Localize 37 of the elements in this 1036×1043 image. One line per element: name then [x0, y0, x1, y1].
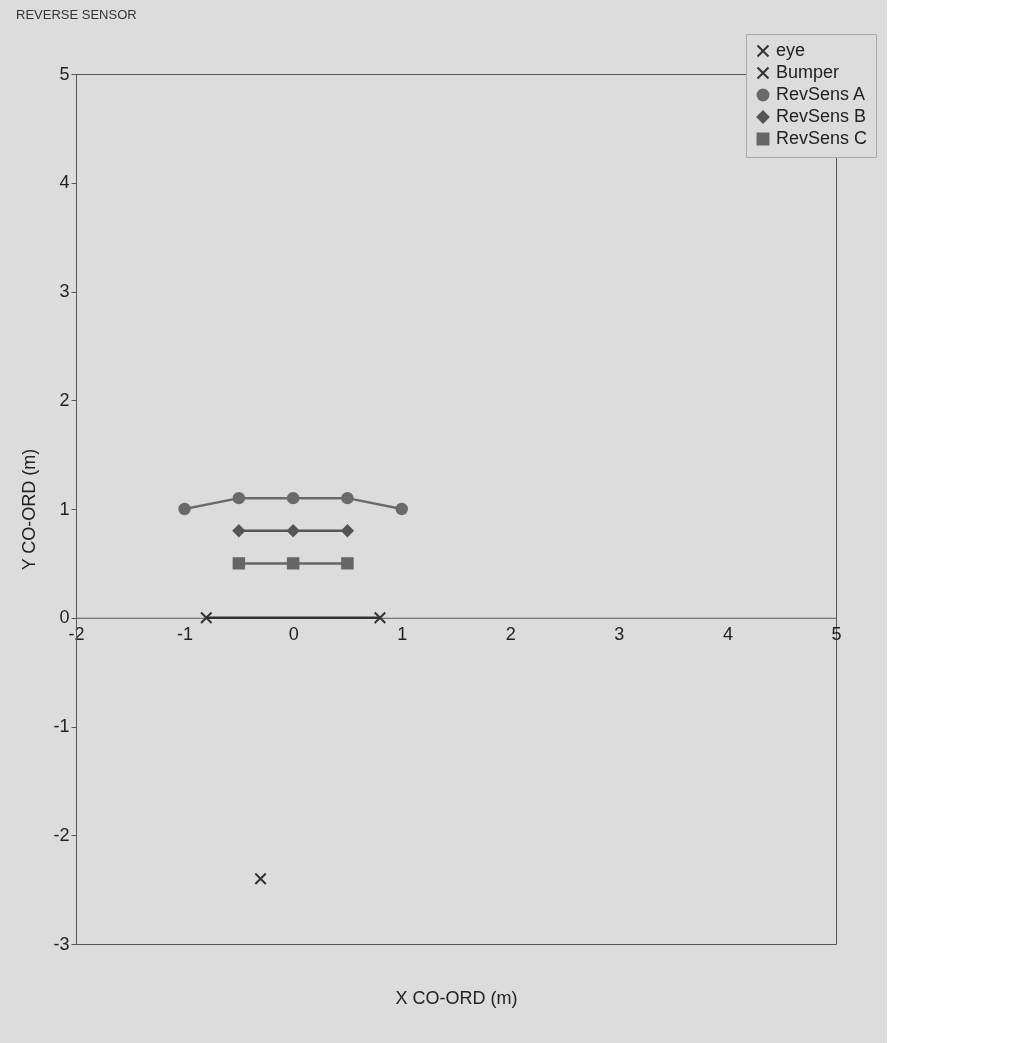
x-tick-label: 1 [397, 624, 408, 645]
point [341, 524, 354, 537]
y-tick-label: -1 [53, 716, 70, 736]
y-axis-title: Y CO-ORD (m) [19, 448, 40, 571]
point [232, 491, 246, 505]
point [286, 524, 300, 537]
point [178, 502, 191, 516]
y-tick-label: 0 [59, 607, 70, 628]
point [232, 557, 246, 570]
point [232, 524, 246, 537]
y-tick-label: 1 [59, 498, 70, 519]
point [373, 611, 387, 624]
point [286, 557, 300, 570]
y-tick-label: 5 [59, 63, 70, 84]
y-tick-label: -2 [53, 824, 70, 845]
chart-title: REVERSE SENSOR [16, 6, 137, 22]
legend-label: RevSens C [776, 128, 868, 148]
point [395, 502, 408, 516]
y-tick-label: 4 [59, 172, 70, 193]
x-tick-label: 4 [722, 624, 733, 645]
point [341, 557, 354, 570]
point [254, 872, 267, 885]
legend-label: eye [776, 40, 806, 60]
y-tick-label: 3 [59, 281, 70, 301]
x-tick-label: -1 [177, 624, 194, 645]
y-tick-label: -3 [53, 933, 70, 954]
y-tick-label: 2 [59, 389, 70, 410]
legend-label: Bumper [776, 62, 840, 82]
legend-label: RevSens B [776, 106, 867, 126]
point [286, 491, 300, 505]
legend-label: RevSens A [776, 84, 866, 104]
x-axis-title: X CO-ORD (m) [395, 987, 518, 1008]
x-tick-label: 0 [288, 624, 299, 645]
point [341, 491, 354, 505]
x-tick-label: 2 [505, 624, 516, 645]
x-tick-label: 3 [614, 624, 625, 645]
point [200, 611, 213, 624]
